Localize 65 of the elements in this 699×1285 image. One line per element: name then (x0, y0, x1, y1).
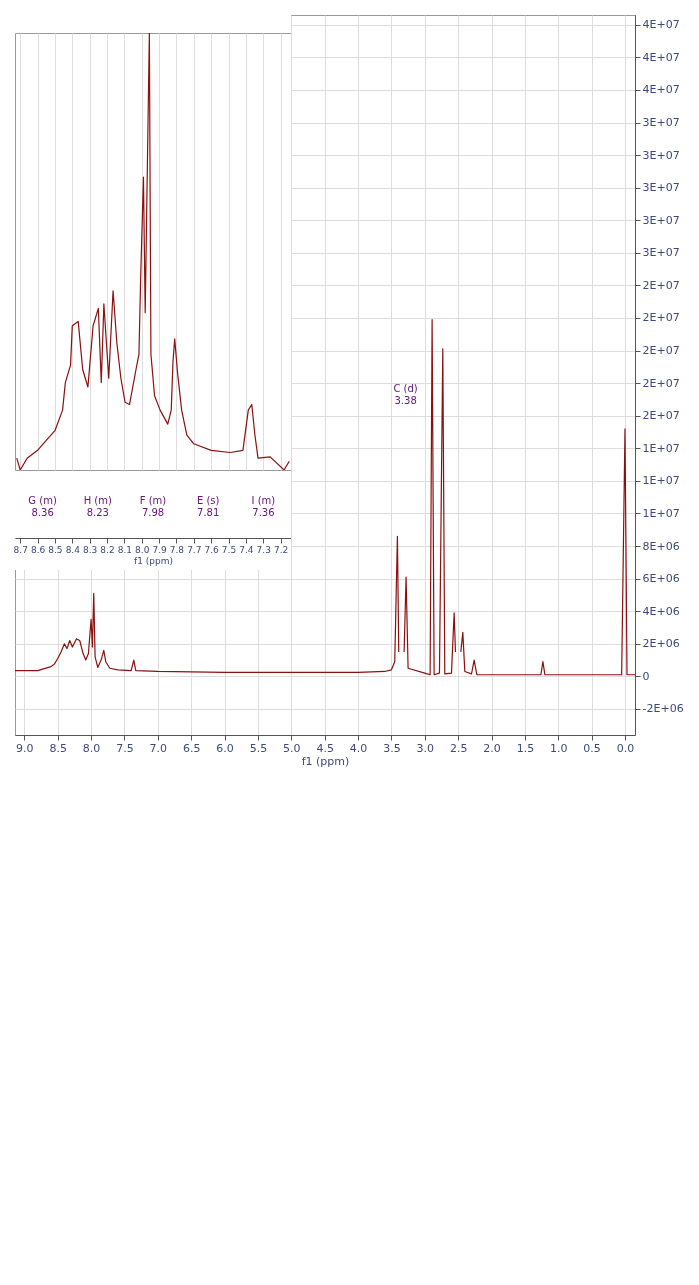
y-tick-label: 2E+07 (642, 409, 680, 423)
x-tick-label: 6.0 (216, 741, 234, 755)
y-tick-label: 2E+07 (642, 278, 680, 292)
x-tick-label: 7.0 (149, 741, 168, 755)
x-tick-label: 8.5 (48, 544, 63, 555)
x-tick-label: 6.5 (182, 741, 201, 755)
y-tick-label: 2E+07 (642, 376, 680, 390)
x-tick-label: 8.2 (100, 544, 115, 555)
y-tick-label: 4E+06 (642, 604, 680, 618)
x-axis-title: f1 (ppm) (134, 555, 173, 566)
x-tick-label: 9.0 (16, 741, 34, 755)
x-tick-label: 7.8 (169, 544, 185, 555)
x-tick-label: 8.0 (82, 741, 101, 755)
y-tick-label: 3E+07 (642, 246, 680, 260)
annotation: F (m) 7.98 (139, 494, 167, 518)
x-tick-label: 1.0 (550, 741, 568, 755)
x-tick-label: 2.0 (483, 741, 501, 755)
annotation: C (d) 3.38 (393, 383, 418, 407)
y-tick-label: 3E+07 (642, 148, 680, 162)
x-tick-label: 3.0 (416, 741, 435, 755)
x-tick-label: 4.5 (316, 741, 334, 755)
annotation: H (m) 8.23 (83, 494, 113, 518)
y-tick-label: 4E+07 (642, 18, 680, 32)
annotation: E (s) 7.81 (196, 494, 220, 518)
x-tick-label: 8.5 (49, 741, 67, 755)
x-tick-label: 8.0 (135, 544, 150, 555)
x-tick-label: 8.3 (82, 544, 98, 555)
x-tick-label: 8.4 (65, 544, 81, 555)
x-tick-label: 8.7 (13, 544, 28, 555)
x-tick-label: 7.2 (273, 544, 289, 555)
x-tick-label: 7.7 (187, 544, 202, 555)
annotation: I (m) 7.36 (251, 494, 276, 518)
x-tick-label: 7.3 (256, 544, 271, 555)
y-tick-label: 2E+07 (642, 344, 680, 358)
y-tick-label: 6E+06 (642, 572, 680, 586)
y-tick-label: 3E+07 (642, 116, 680, 130)
y-tick-label: 3E+07 (642, 181, 680, 195)
y-tick-label: 2E+07 (642, 311, 680, 325)
x-tick-label: 8.6 (30, 544, 46, 555)
x-tick-label: 7.4 (239, 544, 254, 555)
x-tick-label: 0.0 (616, 741, 635, 755)
x-tick-label: 8.1 (117, 544, 133, 555)
y-tick-label: -2E+06 (642, 702, 684, 716)
x-tick-label: 4.0 (349, 741, 368, 755)
y-tick-label: 1E+07 (642, 441, 680, 455)
x-tick-label: 0.5 (583, 741, 601, 755)
y-tick-label: 4E+07 (642, 50, 680, 64)
y-tick-label: 1E+07 (642, 474, 680, 488)
x-tick-label: 1.5 (516, 741, 535, 755)
y-tick-label: 1E+07 (642, 506, 680, 520)
x-tick-label: 5.5 (249, 741, 268, 755)
y-tick-label: 8E+06 (642, 539, 680, 553)
y-tick-label: 3E+07 (642, 213, 680, 227)
x-tick-label: 2.5 (449, 741, 468, 755)
x-tick-label: 7.5 (221, 544, 237, 555)
annotation: G (m) 8.36 (28, 494, 57, 518)
x-axis-title: f1 (ppm) (301, 754, 350, 768)
y-tick-label: 0 (642, 669, 650, 683)
x-tick-label: 7.5 (116, 741, 134, 755)
x-tick-label: 5.0 (283, 741, 301, 755)
y-tick-label: 2E+06 (642, 637, 680, 651)
y-tick-label: 4E+07 (642, 83, 680, 97)
x-tick-label: 3.5 (383, 741, 401, 755)
x-tick-label: 7.6 (204, 544, 220, 555)
x-tick-label: 7.9 (152, 544, 167, 555)
